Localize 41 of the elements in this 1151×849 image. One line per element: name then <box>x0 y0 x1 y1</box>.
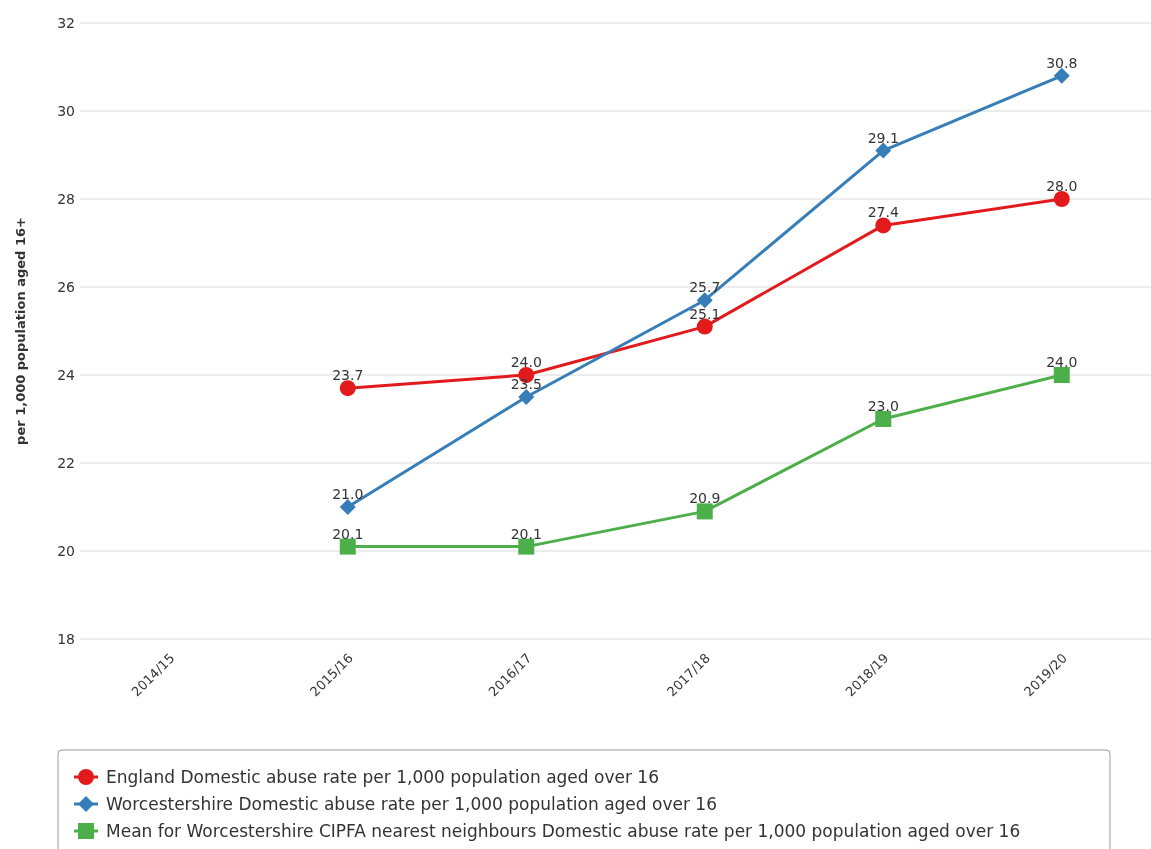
data-label: 20.1 <box>510 525 542 542</box>
point <box>1053 67 1070 84</box>
point <box>518 538 535 555</box>
point <box>339 538 356 555</box>
y-tick-label: 18 <box>57 630 75 647</box>
legend-label: England Domestic abuse rate per 1,000 population aged over 16 <box>106 766 659 787</box>
y-tick-label: 26 <box>57 278 76 295</box>
point <box>696 318 713 335</box>
data-label: 23.5 <box>510 376 542 392</box>
y-tick-label: 32 <box>57 14 75 31</box>
point <box>339 380 356 397</box>
data-label: 20.1 <box>332 525 364 542</box>
data-label: 25.1 <box>689 305 721 322</box>
data-label: 29.1 <box>867 129 899 146</box>
point <box>1053 191 1070 207</box>
point <box>339 499 356 515</box>
y-axis-title: per 1,000 population aged 16+ <box>13 217 28 445</box>
data-label: 24.0 <box>510 354 542 370</box>
y-tick-label: 22 <box>57 454 75 471</box>
data-label: 28.0 <box>1046 178 1078 194</box>
y-tick-label: 28 <box>57 190 75 207</box>
point <box>875 411 892 427</box>
data-label: 30.8 <box>1046 54 1078 71</box>
data-label: 25.7 <box>689 279 721 296</box>
data-label: 21.0 <box>332 486 364 502</box>
y-tick-label: 20 <box>57 542 75 559</box>
point <box>875 217 892 234</box>
data-label: 23.7 <box>332 367 364 384</box>
legend-label: Mean for Worcestershire CIPFA nearest neighbours Domestic abuse rate per 1,000 population aged over 16 <box>106 820 1021 841</box>
point <box>875 142 892 159</box>
data-label: 20.9 <box>689 490 721 507</box>
data-label: 27.4 <box>867 204 899 221</box>
point <box>1053 367 1070 383</box>
data-label: 23.0 <box>867 398 899 414</box>
point <box>696 503 713 520</box>
y-tick-label: 30 <box>57 102 75 119</box>
point <box>696 292 713 309</box>
legend-label: Worcestershire Domestic abuse rate per 1,000 population aged over 16 <box>106 793 717 814</box>
point <box>518 389 535 405</box>
data-label: 24.0 <box>1046 354 1078 370</box>
y-tick-label: 24 <box>57 366 76 383</box>
